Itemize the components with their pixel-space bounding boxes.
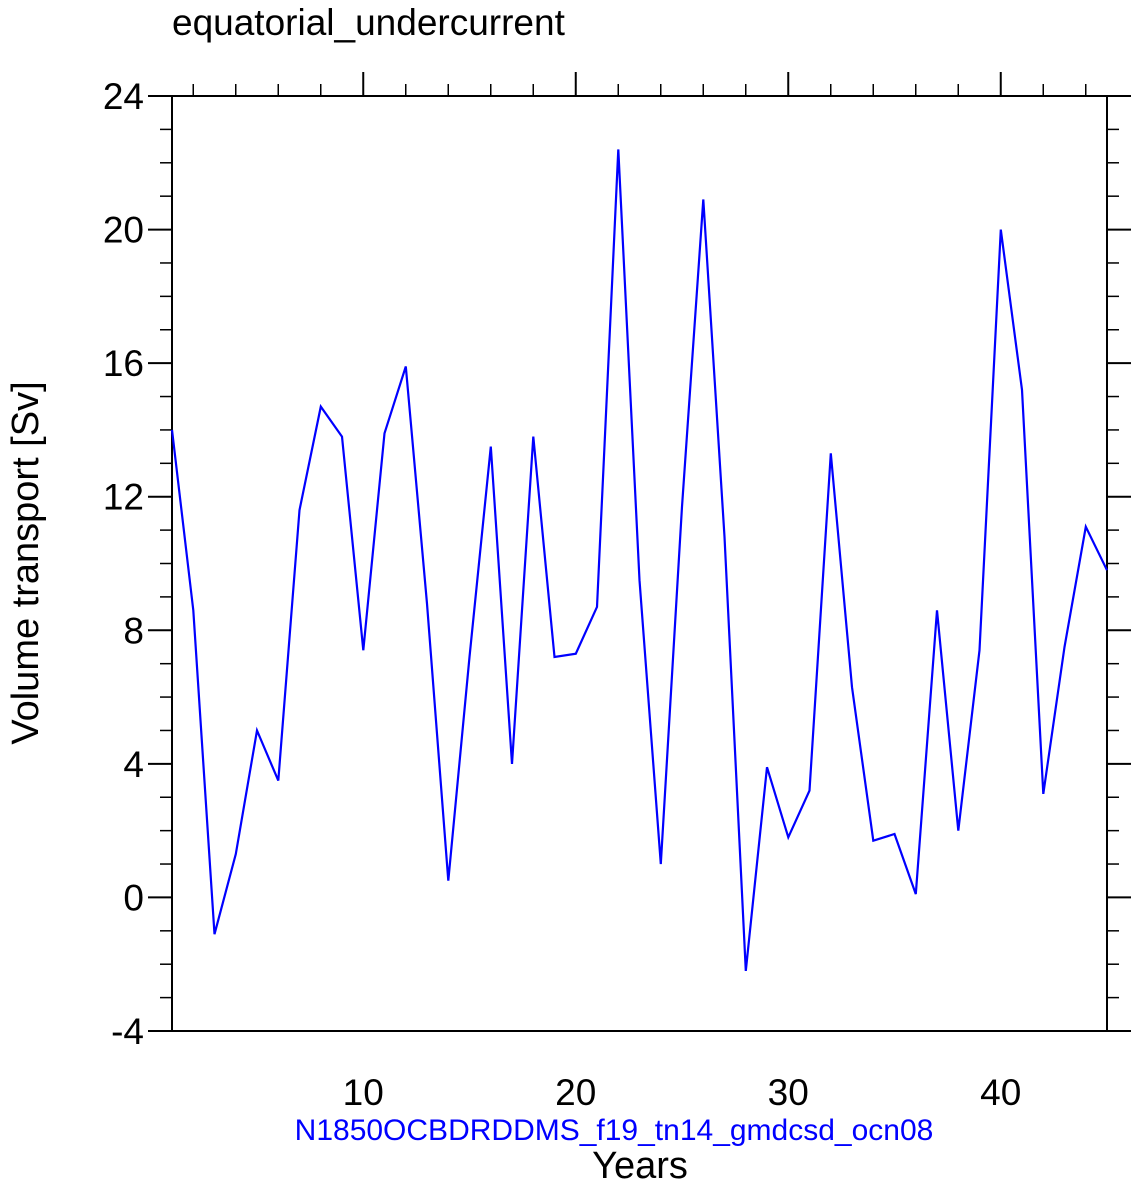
axis-ticks — [148, 72, 1131, 1032]
series-line-equatorial_undercurrent — [170, 149, 1108, 972]
y-tick-label: 12 — [103, 477, 144, 518]
y-tick-label: 20 — [103, 210, 144, 251]
y-tick-label: 24 — [103, 76, 144, 117]
series-layer — [170, 149, 1108, 972]
chart-title: equatorial_undercurrent — [172, 2, 566, 43]
y-tick-label: -4 — [111, 1011, 144, 1052]
y-tick-label: 8 — [123, 610, 144, 651]
x-axis-title: Years — [592, 1145, 688, 1186]
y-tick-label: 16 — [103, 343, 144, 384]
plot-frame — [171, 95, 1108, 1032]
x-tick-label: 10 — [343, 1072, 384, 1113]
x-tick-label: 40 — [980, 1072, 1021, 1113]
tick-labels: -4 0 4 8 12 16 20 24 10 20 30 40 — [103, 76, 1021, 1113]
y-tick-label: 0 — [123, 877, 144, 918]
y-tick-label: 4 — [123, 744, 144, 785]
y-axis-title: Volume transport [Sv] — [5, 381, 47, 744]
case-name-label: N1850OCBDRDDMS_f19_tn14_gmdcsd_ocn08 — [295, 1114, 934, 1147]
x-tick-label: 20 — [555, 1072, 596, 1113]
x-tick-label: 30 — [768, 1072, 809, 1113]
